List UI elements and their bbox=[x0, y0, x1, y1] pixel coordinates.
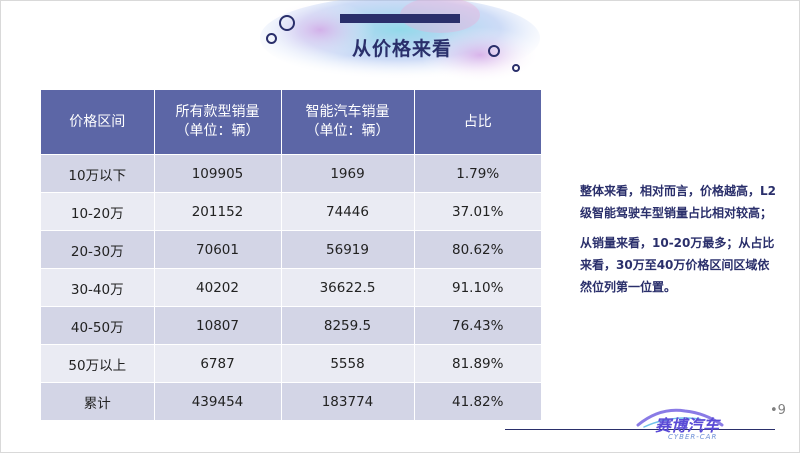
cell-share: 91.10% bbox=[414, 268, 541, 307]
page-number: •9 bbox=[770, 403, 786, 418]
cell-price-range: 50万以上 bbox=[41, 344, 155, 383]
cell-share: 41.82% bbox=[414, 382, 541, 420]
title-accent-bar bbox=[340, 14, 460, 23]
summary-notes: 整体来看，相对而言，价格越高，L2级智能驾驶车型销量占比相对较高； 从销量来看，… bbox=[580, 180, 780, 306]
car-logo-icon bbox=[636, 408, 724, 428]
header-share: 占比 bbox=[414, 90, 541, 155]
cell-all-sales: 70601 bbox=[154, 230, 282, 269]
footer-divider bbox=[505, 429, 775, 430]
cell-smart-sales: 183774 bbox=[281, 382, 415, 420]
cell-smart-sales: 74446 bbox=[281, 192, 415, 231]
cell-price-range: 10-20万 bbox=[41, 192, 155, 231]
table-row: 10万以下 109905 1969 1.79% bbox=[41, 154, 541, 193]
note-paragraph: 从销量来看，10-20万最多；从占比来看，30万至40万价格区间区域依然位列第一… bbox=[580, 236, 775, 294]
header-all-models-sales: 所有款型销量 （单位：辆） bbox=[154, 90, 282, 155]
cell-smart-sales: 56919 bbox=[281, 230, 415, 269]
cell-smart-sales: 5558 bbox=[281, 344, 415, 383]
cell-all-sales: 109905 bbox=[154, 154, 282, 193]
cell-share: 1.79% bbox=[414, 154, 541, 193]
logo-text: 赛博汽车 bbox=[655, 416, 720, 435]
decor-circle bbox=[512, 64, 520, 72]
cell-all-sales: 40202 bbox=[154, 268, 282, 307]
cell-all-sales: 10807 bbox=[154, 306, 282, 345]
cell-smart-sales: 36622.5 bbox=[281, 268, 415, 307]
header-price-range: 价格区间 bbox=[41, 90, 155, 155]
table-header-row: 价格区间 所有款型销量 （单位：辆） 智能汽车销量 （单位：辆） 占比 bbox=[41, 90, 541, 155]
header-smart-car-sales: 智能汽车销量 （单位：辆） bbox=[281, 90, 415, 155]
cell-share: 37.01% bbox=[414, 192, 541, 231]
cell-all-sales: 439454 bbox=[154, 382, 282, 420]
cell-share: 81.89% bbox=[414, 344, 541, 383]
cell-all-sales: 201152 bbox=[154, 192, 282, 231]
decor-circle bbox=[266, 33, 277, 44]
table-row: 50万以上 6787 5558 81.89% bbox=[41, 344, 541, 383]
cell-all-sales: 6787 bbox=[154, 344, 282, 383]
cell-share: 80.62% bbox=[414, 230, 541, 269]
cell-price-range: 20-30万 bbox=[41, 230, 155, 269]
table-row: 10-20万 201152 74446 37.01% bbox=[41, 192, 541, 231]
note-paragraph: 整体来看，相对而言，价格越高，L2级智能驾驶车型销量占比相对较高； bbox=[580, 184, 776, 220]
decor-circle bbox=[279, 15, 295, 31]
logo-subtext: CYBER-CAR bbox=[668, 433, 718, 441]
cell-price-range: 累计 bbox=[41, 382, 155, 420]
table-total-row: 累计 439454 183774 41.82% bbox=[41, 382, 541, 420]
decor-circle bbox=[488, 45, 500, 57]
table-row: 30-40万 40202 36622.5 91.10% bbox=[41, 268, 541, 307]
table-row: 20-30万 70601 56919 80.62% bbox=[41, 230, 541, 269]
cell-smart-sales: 1969 bbox=[281, 154, 415, 193]
cell-share: 76.43% bbox=[414, 306, 541, 345]
cell-smart-sales: 8259.5 bbox=[281, 306, 415, 345]
cell-price-range: 10万以下 bbox=[41, 154, 155, 193]
cell-price-range: 40-50万 bbox=[41, 306, 155, 345]
price-sales-table: 价格区间 所有款型销量 （单位：辆） 智能汽车销量 （单位：辆） 占比 10万以下 … bbox=[41, 90, 541, 420]
page-title: 从价格来看 bbox=[352, 38, 453, 60]
table-row: 40-50万 10807 8259.5 76.43% bbox=[41, 306, 541, 345]
cell-price-range: 30-40万 bbox=[41, 268, 155, 307]
